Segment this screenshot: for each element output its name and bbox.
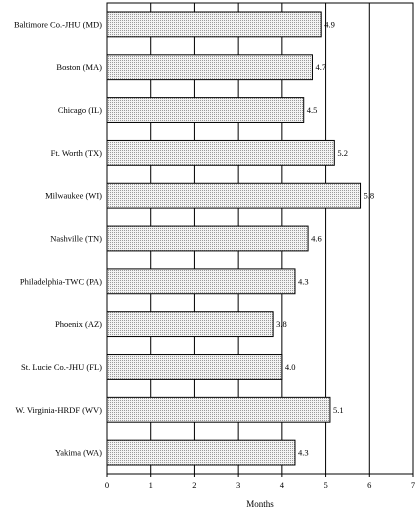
bar [106, 268, 296, 295]
data-label: 4.9 [324, 19, 335, 29]
bar [106, 354, 283, 380]
data-label: 3.8 [276, 319, 287, 329]
x-tick-label: 0 [105, 480, 109, 490]
data-label: 4.6 [311, 234, 322, 244]
x-axis-title: Months [246, 499, 274, 509]
category-label: Yakima (WA) [55, 448, 102, 458]
bar [106, 182, 362, 209]
bars [106, 11, 362, 466]
x-tick-label: 3 [236, 480, 240, 490]
x-tick-label: 6 [367, 480, 371, 490]
x-tick-label: 1 [149, 480, 153, 490]
category-label: Phoenix (AZ) [55, 319, 102, 329]
data-label: 4.3 [298, 448, 309, 458]
x-tick-label: 4 [280, 480, 285, 490]
x-tick-label: 2 [192, 480, 196, 490]
gridlines [150, 3, 370, 474]
category-label: W. Virginia-HRDF (WV) [16, 405, 103, 415]
bar [106, 396, 331, 423]
category-label: Chicago (IL) [58, 105, 102, 115]
value-labels: 4.9 4.7 4.5 5.2 5.8 4.6 4.3 3.8 4.0 5.1 4.3 [276, 19, 374, 457]
data-label: 5.1 [333, 405, 344, 415]
data-label: 5.2 [337, 148, 348, 158]
bar [106, 139, 335, 166]
bar [106, 97, 305, 123]
x-tick-label: 5 [323, 480, 327, 490]
x-axis: 0 1 2 3 4 5 6 7 [105, 474, 415, 490]
category-labels: Baltimore Co.-JHU (MD) Boston (MA) Chicago… [14, 19, 102, 457]
data-label: 4.3 [298, 276, 309, 286]
bar [106, 311, 274, 338]
data-label: 4.0 [285, 362, 296, 372]
bar [106, 225, 309, 252]
bar [106, 439, 296, 466]
bar [106, 11, 322, 38]
category-label: Nashville (TN) [50, 234, 102, 244]
data-label: 4.5 [307, 105, 318, 115]
data-label: 5.8 [364, 191, 375, 201]
data-label: 4.7 [315, 62, 326, 72]
category-label: Ft. Worth (TX) [51, 148, 103, 158]
bar [106, 54, 313, 81]
x-tick-label: 7 [411, 480, 415, 490]
category-label: St. Lucie Co.-JHU (FL) [21, 362, 102, 372]
category-label: Philadelphia-TWC (PA) [20, 276, 102, 286]
category-label: Milwaukee (WI) [45, 191, 102, 201]
category-label: Boston (MA) [56, 62, 102, 72]
category-label: Baltimore Co.-JHU (MD) [14, 19, 102, 29]
